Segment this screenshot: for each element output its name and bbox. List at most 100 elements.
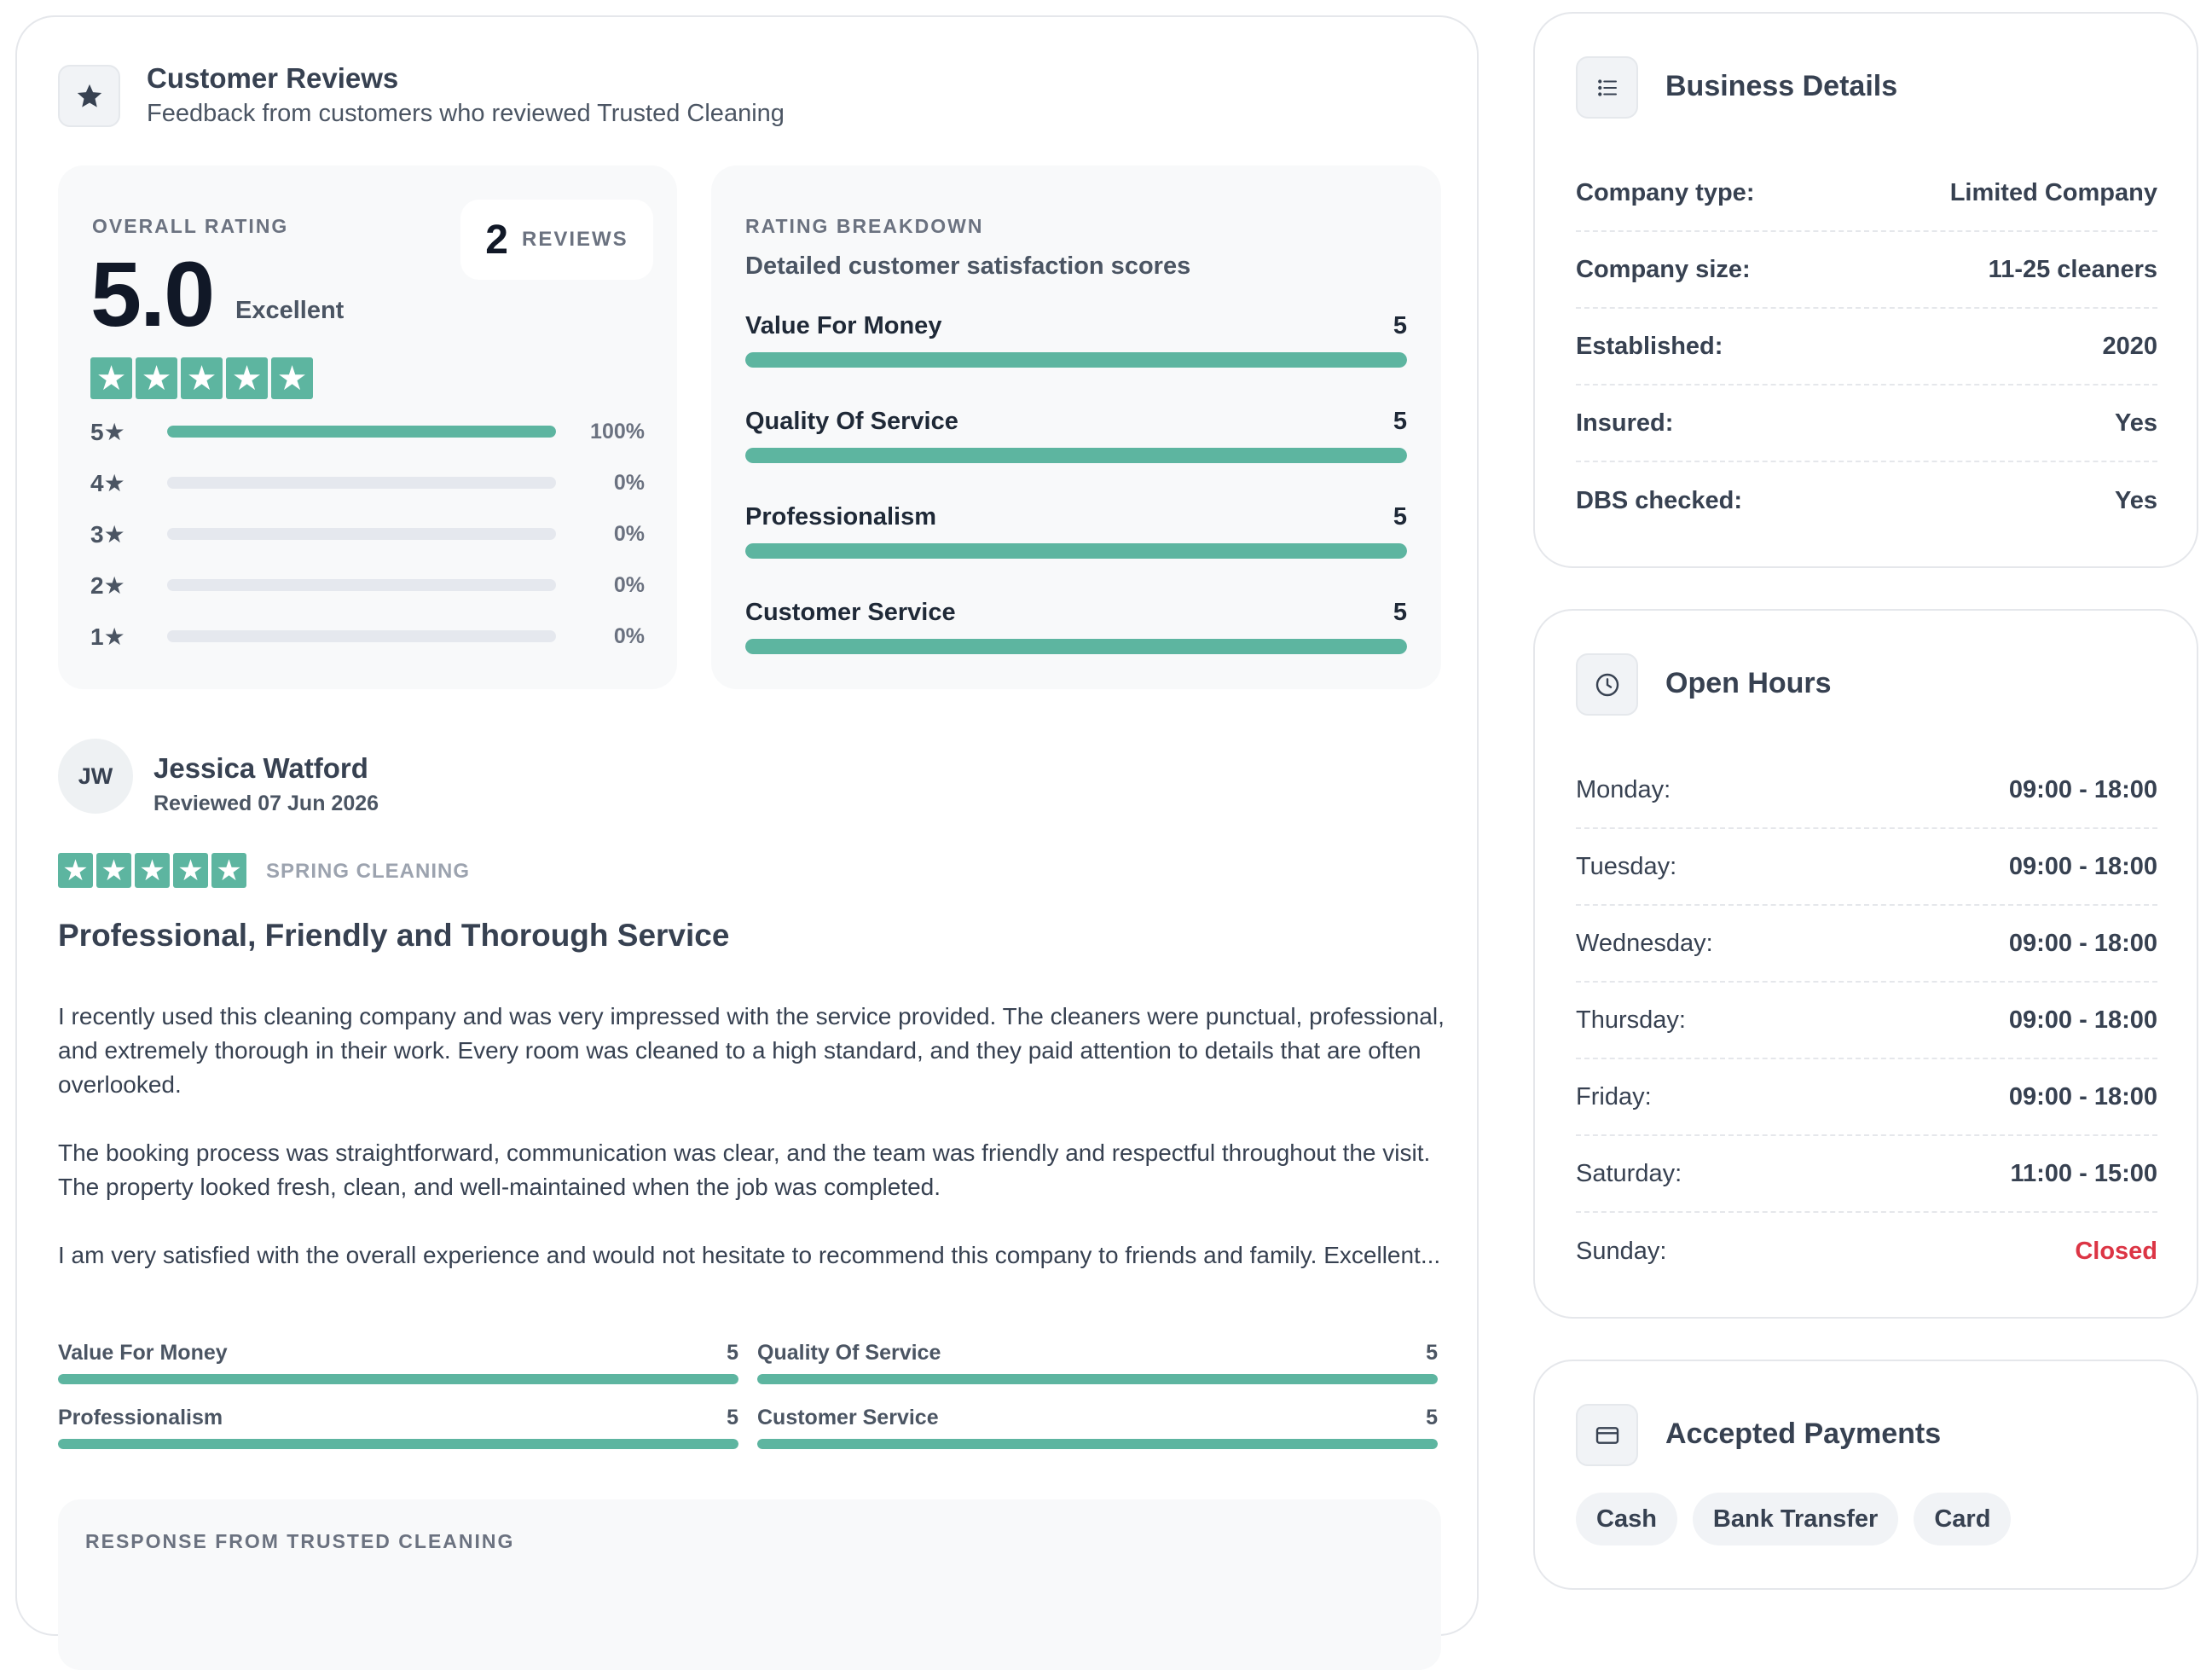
business-details-title: Business Details — [1665, 70, 1898, 102]
detail-row: Insured: Yes — [1576, 386, 2157, 462]
review-paragraph: I am very satisfied with the overall exp… — [58, 1242, 1441, 1268]
review-count-badge: 2 REVIEWS — [460, 200, 653, 280]
breakdown-category: Value For Money 5 — [745, 312, 1407, 368]
hours-row: Sunday: Closed — [1576, 1213, 2157, 1290]
detail-key: DBS checked: — [1576, 486, 1743, 514]
distribution-bar — [167, 579, 556, 591]
list-icon — [1576, 56, 1638, 119]
star-icon: ★ — [135, 853, 170, 888]
review-score: Quality Of Service 5 — [757, 1341, 1438, 1384]
score-bar — [757, 1439, 1438, 1449]
hours-row: Friday: 09:00 - 18:00 — [1576, 1059, 2157, 1136]
detail-key: Established: — [1576, 332, 1723, 360]
score-bar — [58, 1374, 738, 1384]
category-name: Customer Service — [745, 599, 956, 626]
detail-value: 11-25 cleaners — [1988, 255, 2157, 283]
accepted-payments-card: Accepted Payments Cash Bank Transfer Car… — [1533, 1360, 2198, 1590]
review-paragraph: The booking process was straightforward,… — [58, 1139, 1431, 1200]
score-value: 5 — [1426, 1406, 1438, 1429]
detail-key: Insured: — [1576, 409, 1674, 437]
hours-value: 11:00 - 15:00 — [2010, 1159, 2157, 1187]
hours-row: Monday: 09:00 - 18:00 — [1576, 752, 2157, 829]
distribution-percent: 0% — [613, 521, 645, 546]
star-icon — [58, 65, 120, 127]
hours-value: 09:00 - 18:00 — [2008, 1082, 2157, 1110]
avatar: JW — [58, 739, 133, 814]
score-value: 5 — [727, 1341, 738, 1365]
score-name: Quality Of Service — [757, 1341, 941, 1365]
score-name: Professionalism — [58, 1406, 223, 1429]
distribution-label: 4★ — [90, 469, 125, 496]
star-icon: ★ — [136, 357, 177, 399]
detail-row: Established: 2020 — [1576, 309, 2157, 386]
service-tag: SPRING CLEANING — [266, 860, 471, 883]
day-label: Sunday: — [1576, 1237, 1667, 1265]
hours-value: 09:00 - 18:00 — [2008, 929, 2157, 957]
hours-row: Wednesday: 09:00 - 18:00 — [1576, 906, 2157, 983]
score-value: 5 — [727, 1406, 738, 1429]
day-label: Friday: — [1576, 1082, 1652, 1110]
star-icon: ★ — [181, 357, 223, 399]
day-label: Wednesday: — [1576, 929, 1713, 957]
section-title: Customer Reviews — [147, 62, 399, 94]
hours-row: Saturday: 11:00 - 15:00 — [1576, 1136, 2157, 1213]
category-name: Value For Money — [745, 312, 942, 339]
hours-row: Tuesday: 09:00 - 18:00 — [1576, 829, 2157, 906]
distribution-bar — [167, 630, 556, 642]
review-score: Professionalism 5 — [58, 1406, 738, 1449]
payment-chip-cash: Cash — [1576, 1493, 1677, 1545]
detail-value: 2020 — [2102, 332, 2157, 360]
detail-row: Company size: 11-25 cleaners — [1576, 232, 2157, 309]
distribution-percent: 0% — [613, 470, 645, 495]
detail-value: Yes — [2115, 409, 2157, 437]
star-icon: ★ — [58, 853, 93, 888]
detail-key: Company type: — [1576, 178, 1755, 206]
star-icon: ★ — [173, 853, 208, 888]
response-label: RESPONSE FROM TRUSTED CLEANING — [85, 1530, 515, 1552]
review-headline: Professional, Friendly and Thorough Serv… — [58, 918, 730, 953]
distribution-label: 3★ — [90, 520, 125, 548]
hours-value: 09:00 - 18:00 — [2008, 1006, 2157, 1034]
breakdown-category: Customer Service 5 — [745, 599, 1407, 654]
business-response: RESPONSE FROM TRUSTED CLEANING — [58, 1499, 1441, 1670]
day-label: Thursday: — [1576, 1006, 1686, 1034]
credit-card-icon — [1576, 1404, 1638, 1466]
day-label: Tuesday: — [1576, 852, 1677, 880]
score-name: Value For Money — [58, 1341, 228, 1365]
review-count: 2 — [485, 217, 508, 263]
score-bar — [757, 1374, 1438, 1384]
overall-descriptor: Excellent — [235, 297, 345, 324]
rating-distribution-row: 4★ 0% — [90, 466, 645, 500]
score-bar — [58, 1439, 738, 1449]
overall-score: 5.0 — [90, 242, 215, 345]
rating-breakdown-subtitle: Detailed customer satisfaction scores — [745, 252, 1191, 280]
accepted-payments-title: Accepted Payments — [1665, 1418, 1942, 1450]
category-bar — [745, 639, 1407, 654]
open-hours-title: Open Hours — [1665, 667, 1832, 699]
distribution-percent: 100% — [590, 419, 645, 444]
score-name: Customer Service — [757, 1406, 939, 1429]
detail-row: Company type: Limited Company — [1576, 155, 2157, 232]
distribution-bar — [167, 528, 556, 540]
star-icon: ★ — [96, 853, 131, 888]
clock-icon — [1576, 653, 1638, 716]
hours-value: 09:00 - 18:00 — [2008, 852, 2157, 880]
distribution-percent: 0% — [613, 572, 645, 597]
review-score: Customer Service 5 — [757, 1406, 1438, 1449]
detail-row: DBS checked: Yes — [1576, 462, 2157, 539]
overall-rating-label: OVERALL RATING — [92, 215, 289, 237]
payment-methods: Cash Bank Transfer Card — [1576, 1493, 2012, 1545]
detail-value: Limited Company — [1949, 178, 2157, 206]
payment-chip-bank-transfer: Bank Transfer — [1692, 1493, 1899, 1545]
category-name: Professionalism — [745, 503, 937, 531]
distribution-bar — [167, 477, 556, 489]
category-score: 5 — [1393, 312, 1407, 339]
review-stars: ★ ★ ★ ★ ★ — [58, 853, 246, 888]
distribution-percent: 0% — [613, 623, 645, 648]
review-date: Reviewed 07 Jun 2026 — [153, 792, 379, 815]
rating-distribution-row: 3★ 0% — [90, 517, 645, 551]
category-score: 5 — [1393, 599, 1407, 626]
star-icon: ★ — [90, 357, 132, 399]
distribution-label: 2★ — [90, 571, 125, 599]
day-label: Monday: — [1576, 775, 1671, 803]
